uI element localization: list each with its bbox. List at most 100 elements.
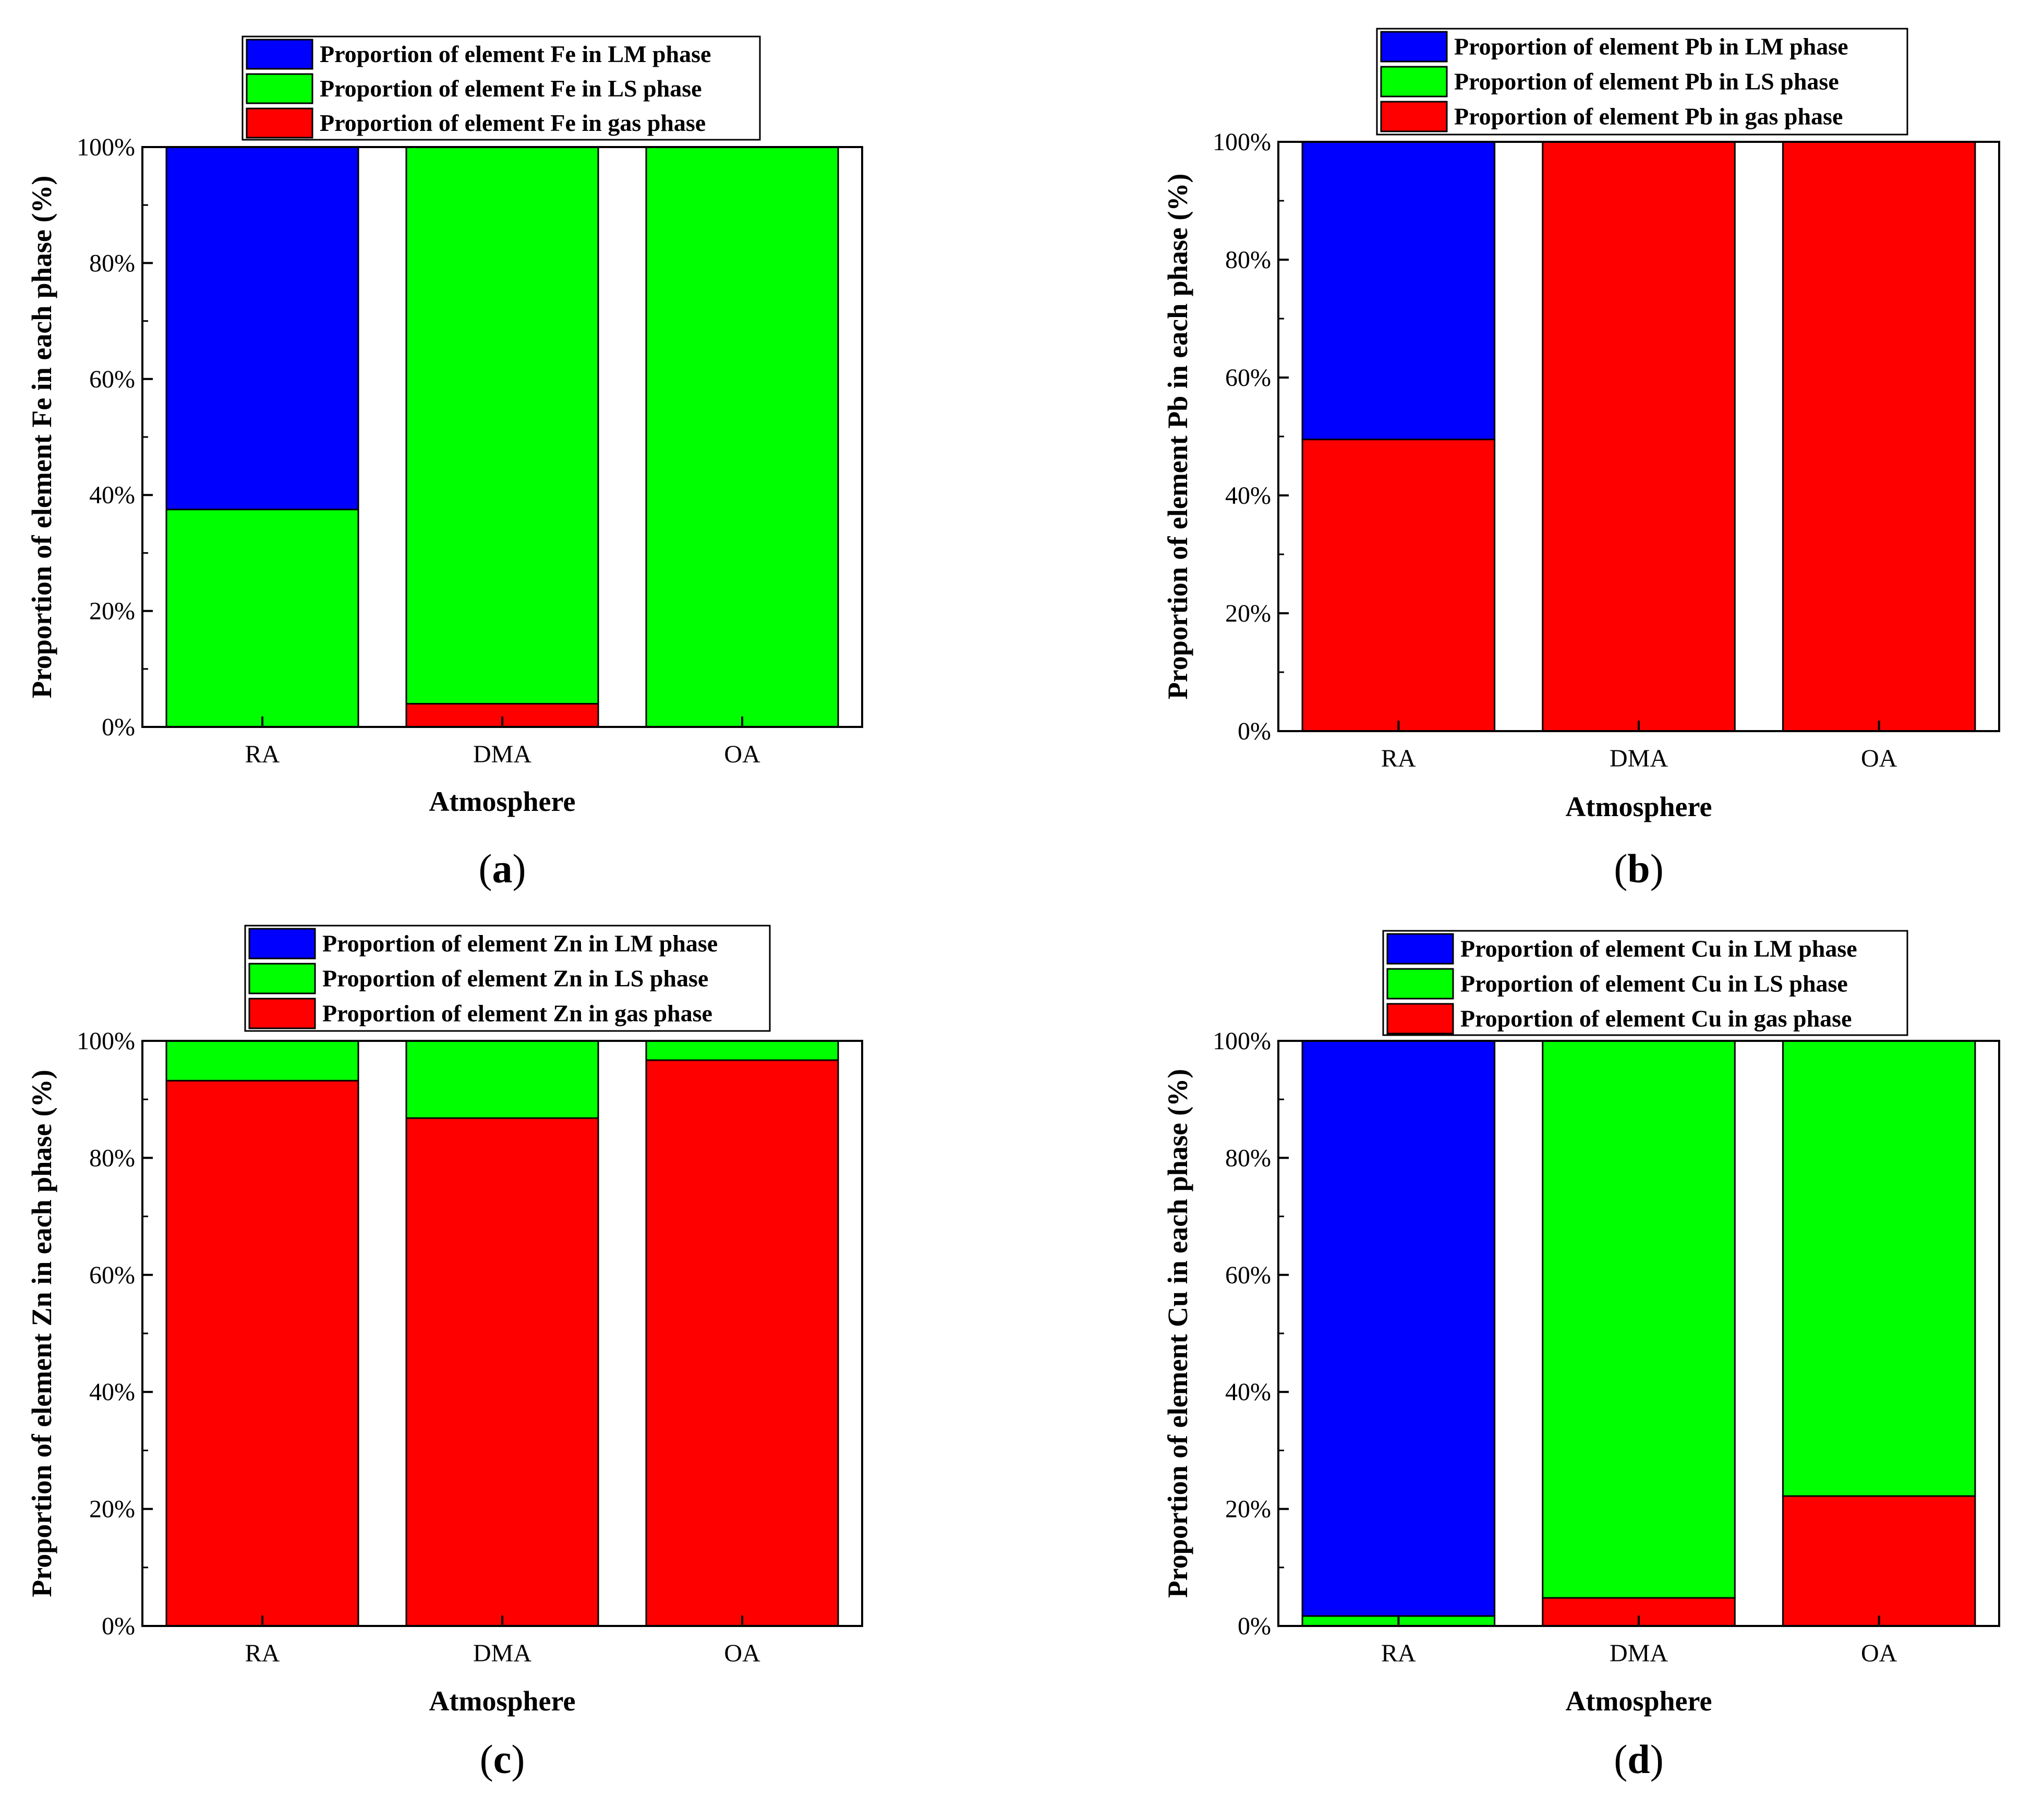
bar-dma-series-1 [1542,1040,1736,1599]
y-tick-label: 80% [89,249,135,277]
y-tick-label: 20% [1225,600,1271,627]
legend-swatch [248,928,316,960]
legend-entry: Proportion of element Pb in LS phase [1454,68,1839,95]
bar-ra-series-1 [165,508,359,728]
bar-ra-series-0 [1301,439,1496,732]
legend-swatch [1386,1003,1454,1035]
legend: Proportion of element Cu in LM phase Prop… [1382,930,1908,1036]
legend-swatch [1380,101,1448,132]
legend-swatch [246,73,313,104]
panel-label: (b) [1614,846,1663,891]
legend-swatch [246,107,313,139]
x-tick-label-dma: DMA [1610,1640,1668,1667]
panel-letter: d [1627,1737,1650,1782]
legend: Proportion of element Pb in LM phase Prop… [1376,28,1908,136]
x-axis-title: Atmosphere [1566,1685,1712,1717]
y-tick-label: 0% [102,1612,135,1640]
legend-entry: Proportion of element Fe in gas phase [320,110,706,136]
y-tick-label: 60% [1225,1261,1271,1289]
y-tick-label: 40% [1225,1378,1271,1406]
panel-letter: c [493,1737,512,1782]
chart-panel-d: 0% 20% 40% 60% 80% 100% RA DMA OA Atmosphere Propo… [1162,930,2000,1782]
bar-dma-series-1 [405,146,599,705]
bar-oa-series-0 [645,1059,839,1627]
panel-paren-close: ) [1650,1737,1664,1782]
bar-oa-series-0 [1782,1495,1976,1627]
y-axis-title: Proportion of element Cu in each phase (… [1162,1069,1193,1598]
legend-swatch [248,998,316,1029]
legend-entry: Proportion of element Fe in LS phase [320,75,702,102]
bar-oa-series-0 [1782,141,1976,732]
y-tick-label: 60% [89,366,135,393]
bar-oa-series-1 [645,146,839,728]
legend-entry: Proportion of element Cu in LS phase [1460,970,1848,997]
x-tick-label-dma: DMA [473,740,531,768]
legend-entry: Proportion of element Cu in gas phase [1460,1005,1852,1032]
x-tick-label-oa: OA [724,1640,760,1667]
legend-swatch [248,963,316,994]
y-tick-label: 0% [1238,1612,1271,1640]
y-tick-label: 20% [1225,1496,1271,1523]
bar-ra-series-1 [165,1040,359,1082]
y-tick-label: 100% [1213,128,1271,156]
legend-box [241,35,761,141]
panel-paren-open: ( [479,846,492,891]
bar-dma-series-0 [405,1117,599,1627]
bar-dma-series-1 [405,1040,599,1119]
legend: Proportion of element Zn in LM phase Prop… [244,925,771,1032]
y-tick-label: 20% [89,1496,135,1523]
chart-panel-c: 0% 20% 40% 60% 80% 100% RA DMA OA Atmosphere Propo… [26,925,863,1782]
bar-oa-series-1 [645,1040,839,1061]
panel-label: (a) [479,846,526,891]
legend-entry: Proportion of element Cu in LM phase [1460,936,1857,962]
y-tick-label: 40% [89,1378,135,1406]
legend-swatch [1386,933,1454,965]
y-tick-label: 100% [1213,1027,1271,1055]
x-tick-label-ra: RA [1381,745,1416,772]
y-tick-label: 100% [77,133,135,161]
legend-swatch [1380,66,1448,98]
y-tick-label: 80% [89,1144,135,1172]
x-tick-label-ra: RA [245,740,280,768]
y-axis-title: Proportion of element Pb in each phase (… [1162,174,1193,699]
bar-dma-series-0 [1542,141,1736,732]
panel-paren-open: ( [1614,846,1627,891]
legend: Proportion of element Fe in LM phase Prop… [241,35,761,141]
panel-paren-open: ( [1614,1737,1627,1782]
bar-ra-series-0 [165,1079,359,1627]
x-axis-title: Atmosphere [429,1685,576,1717]
legend-box [244,925,771,1032]
legend-entry: Proportion of element Zn in LS phase [322,965,708,992]
panel-label: (d) [1614,1737,1663,1782]
legend-swatch [246,39,313,70]
legend-entry: Proportion of element Fe in LM phase [320,41,711,67]
panel-letter: a [492,846,513,891]
bar-ra-series-2 [1301,141,1496,441]
legend-entry: Proportion of element Pb in LM phase [1454,33,1848,60]
y-tick-label: 40% [1225,482,1271,509]
panel-letter: b [1627,846,1650,891]
legend-swatch [1380,31,1448,63]
panel-label: (c) [480,1737,525,1782]
legend-box [1376,28,1908,136]
y-axis-title: Proportion of element Fe in each phase (… [26,176,57,698]
y-tick-label: 80% [1225,1144,1271,1172]
x-tick-label-oa: OA [724,740,760,768]
panel-paren-open: ( [480,1737,493,1782]
panel-paren-close: ) [511,1737,525,1782]
legend-entry: Proportion of element Pb in gas phase [1454,103,1843,130]
x-tick-label-dma: DMA [473,1640,531,1667]
bar-ra-series-2 [165,146,359,511]
chart-panel-b: 0% 20% 40% 60% 80% 100% RA DMA OA Atmosphere Propo… [1162,28,2000,891]
y-tick-label: 60% [1225,364,1271,392]
x-axis-title: Atmosphere [429,786,576,817]
x-tick-label-oa: OA [1861,1640,1897,1667]
y-tick-label: 0% [1238,718,1271,745]
x-tick-label-ra: RA [1381,1640,1416,1667]
x-tick-label-oa: OA [1861,745,1897,772]
x-tick-label-ra: RA [245,1640,280,1667]
chart-panel-a: 0% 20% 40% 60% 80% 100% RA DMA OA Atmosphere Propo… [26,35,863,891]
legend-swatch [1386,968,1454,1000]
panel-paren-close: ) [513,846,526,891]
